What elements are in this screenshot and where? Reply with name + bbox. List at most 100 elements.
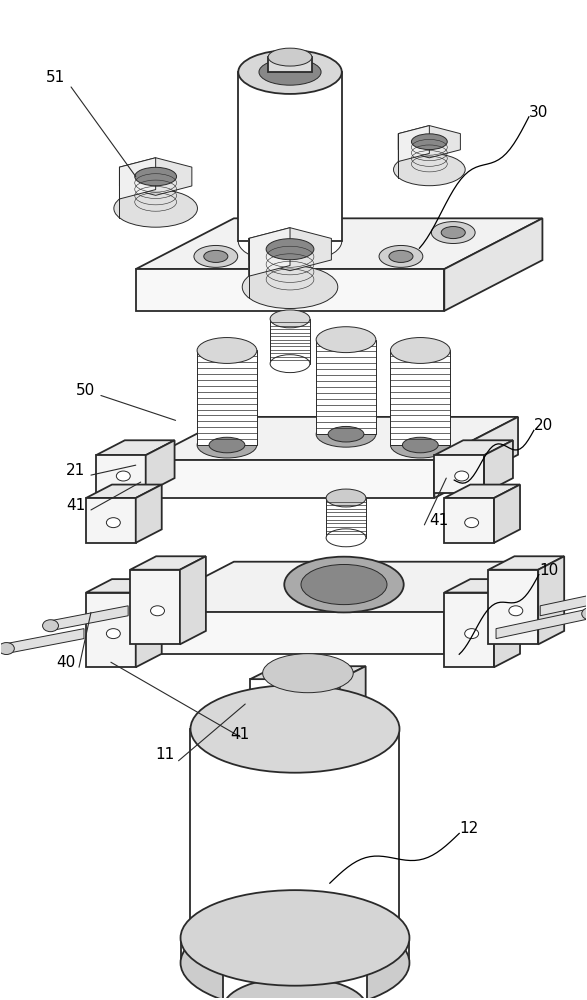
- Polygon shape: [488, 556, 564, 570]
- Polygon shape: [146, 460, 434, 498]
- Ellipse shape: [197, 338, 257, 363]
- Polygon shape: [146, 440, 174, 493]
- Ellipse shape: [411, 134, 447, 150]
- Ellipse shape: [270, 355, 310, 373]
- Polygon shape: [268, 57, 312, 72]
- Polygon shape: [249, 228, 332, 271]
- Polygon shape: [119, 158, 192, 195]
- Polygon shape: [496, 609, 587, 639]
- Text: 11: 11: [156, 747, 175, 762]
- Polygon shape: [250, 666, 366, 679]
- Polygon shape: [434, 417, 518, 498]
- Ellipse shape: [270, 310, 310, 328]
- Polygon shape: [399, 126, 460, 158]
- Polygon shape: [136, 612, 444, 654]
- Polygon shape: [494, 485, 520, 543]
- Polygon shape: [96, 440, 174, 455]
- Ellipse shape: [150, 606, 164, 616]
- Ellipse shape: [43, 620, 59, 632]
- Polygon shape: [6, 629, 84, 654]
- Text: 10: 10: [539, 563, 558, 578]
- Polygon shape: [86, 579, 162, 593]
- Polygon shape: [86, 485, 162, 498]
- Polygon shape: [119, 158, 156, 199]
- Ellipse shape: [465, 629, 478, 639]
- Text: 41: 41: [66, 498, 85, 513]
- Ellipse shape: [262, 654, 353, 693]
- Ellipse shape: [194, 245, 238, 267]
- Polygon shape: [223, 963, 367, 1000]
- Polygon shape: [136, 562, 542, 612]
- Polygon shape: [130, 570, 180, 644]
- Ellipse shape: [389, 250, 413, 262]
- Polygon shape: [250, 679, 340, 729]
- Polygon shape: [434, 455, 484, 493]
- Ellipse shape: [379, 245, 423, 267]
- Ellipse shape: [455, 471, 468, 481]
- Polygon shape: [181, 938, 410, 963]
- Ellipse shape: [403, 437, 438, 453]
- Polygon shape: [444, 562, 542, 654]
- Ellipse shape: [0, 643, 14, 655]
- Polygon shape: [494, 579, 520, 667]
- Ellipse shape: [114, 190, 197, 227]
- Ellipse shape: [509, 606, 523, 616]
- Ellipse shape: [390, 432, 450, 458]
- Ellipse shape: [431, 222, 475, 243]
- Ellipse shape: [181, 915, 410, 1000]
- Polygon shape: [444, 218, 542, 311]
- Ellipse shape: [197, 432, 257, 458]
- Polygon shape: [488, 570, 538, 644]
- Ellipse shape: [252, 222, 296, 243]
- Ellipse shape: [268, 48, 312, 66]
- Ellipse shape: [326, 529, 366, 547]
- Ellipse shape: [390, 338, 450, 363]
- Polygon shape: [86, 498, 136, 543]
- Ellipse shape: [326, 489, 366, 507]
- Ellipse shape: [316, 421, 376, 447]
- Polygon shape: [96, 455, 146, 493]
- Ellipse shape: [328, 426, 364, 442]
- Text: 20: 20: [534, 418, 553, 433]
- Polygon shape: [136, 579, 162, 667]
- Polygon shape: [146, 417, 518, 460]
- Ellipse shape: [135, 167, 177, 186]
- Text: 30: 30: [529, 105, 548, 120]
- Ellipse shape: [393, 153, 465, 186]
- Ellipse shape: [209, 437, 245, 453]
- Polygon shape: [136, 218, 542, 269]
- Polygon shape: [136, 269, 444, 311]
- Polygon shape: [249, 228, 290, 276]
- Text: 12: 12: [459, 821, 478, 836]
- Text: 51: 51: [46, 70, 65, 85]
- Ellipse shape: [191, 894, 400, 982]
- Polygon shape: [340, 666, 366, 729]
- Text: 21: 21: [66, 463, 85, 478]
- Polygon shape: [316, 340, 376, 434]
- Ellipse shape: [181, 890, 410, 986]
- Polygon shape: [326, 498, 366, 538]
- Polygon shape: [444, 498, 494, 543]
- Ellipse shape: [223, 977, 367, 1000]
- Ellipse shape: [262, 227, 286, 239]
- Text: 41: 41: [230, 727, 249, 742]
- Polygon shape: [390, 350, 450, 445]
- Polygon shape: [50, 606, 128, 631]
- Ellipse shape: [284, 557, 404, 612]
- Text: 40: 40: [56, 655, 75, 670]
- Text: 50: 50: [76, 383, 95, 398]
- Polygon shape: [197, 350, 257, 445]
- Polygon shape: [191, 729, 400, 938]
- Ellipse shape: [106, 518, 120, 528]
- Ellipse shape: [204, 250, 228, 262]
- Polygon shape: [399, 126, 429, 162]
- Polygon shape: [540, 586, 587, 616]
- Polygon shape: [538, 556, 564, 644]
- Ellipse shape: [316, 327, 376, 353]
- Ellipse shape: [582, 608, 587, 620]
- Polygon shape: [136, 485, 162, 543]
- Polygon shape: [130, 556, 206, 570]
- Ellipse shape: [441, 227, 465, 239]
- Polygon shape: [434, 440, 513, 455]
- Ellipse shape: [116, 471, 130, 481]
